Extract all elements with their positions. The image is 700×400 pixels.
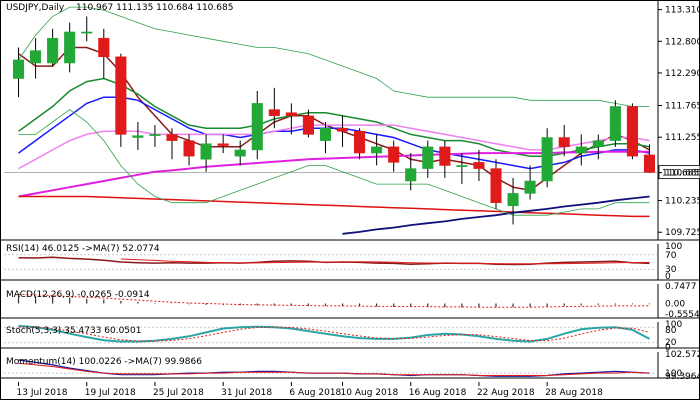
- macd-signal-line: [18, 293, 650, 308]
- candle-bear: [354, 131, 366, 154]
- macd-tick-label: 0.00: [665, 300, 685, 310]
- date-tick-label: 19 Jul 2018: [85, 388, 136, 398]
- date-tick-label: 6 Aug 2018: [289, 388, 341, 398]
- date-tick-label: 31 Jul 2018: [221, 388, 272, 398]
- price-tick-label: 111.765: [665, 102, 700, 112]
- candle-bull: [507, 193, 519, 207]
- candle-bull: [47, 37, 59, 64]
- candle-bull: [524, 180, 536, 194]
- candle-bull: [541, 137, 553, 182]
- price-tick-label: 110.235: [665, 197, 700, 207]
- stoch-d-line: [18, 326, 650, 342]
- price-tick-label: 112.290: [665, 69, 700, 79]
- macd-tick-label: 0.7477: [665, 282, 697, 292]
- candle-bull: [132, 135, 144, 138]
- candle-bear: [643, 154, 656, 173]
- candle-bull: [64, 31, 76, 64]
- series-bb-upper: [18, 6, 650, 107]
- momentum-panel[interactable]: [0, 352, 700, 379]
- macd-panel[interactable]: [0, 284, 700, 319]
- candle-bull: [319, 127, 332, 141]
- rsi-tick-label: 100: [665, 242, 682, 252]
- stoch-tick-label: 100: [665, 320, 682, 330]
- candle-bull: [371, 146, 383, 154]
- series-ma-red: [18, 195, 650, 218]
- stoch-tick-label: 80: [665, 326, 677, 336]
- candle-bull: [405, 168, 417, 182]
- candle-bear: [302, 115, 314, 135]
- candle-bear: [115, 56, 127, 135]
- momentum-ma-line: [18, 362, 650, 376]
- stoch-tick-label: 20: [665, 338, 677, 348]
- candle-bear: [166, 134, 178, 141]
- candle-bull: [234, 149, 246, 157]
- candle-bull: [575, 146, 587, 154]
- rsi-tick-label: 70: [665, 251, 677, 261]
- candle-bull: [609, 106, 621, 141]
- series-bb-lower: [18, 109, 650, 216]
- candle-bull: [30, 50, 42, 64]
- stoch-label: Stoch(5,3,3) 35.4733 60.0501: [6, 326, 141, 336]
- axes-layer: 113.310 112.800 112.290 111.765 111.255 110.6…: [17, 6, 700, 398]
- series-ma-navy: [342, 195, 650, 235]
- symbol-label: USDJPY,Daily: [6, 3, 65, 13]
- momentum-tick-label: 99.3964: [665, 372, 700, 382]
- date-tick-label: 22 Aug 2018: [477, 388, 535, 398]
- candle-bear: [473, 162, 485, 169]
- candle-bear: [626, 106, 638, 157]
- candle-bear: [183, 140, 195, 157]
- date-tick-label: 13 Jul 2018: [17, 388, 68, 398]
- candle-bull: [12, 59, 25, 79]
- macd-label: MACD(12,26,9) -0.0265 -0.0914: [6, 290, 150, 300]
- candle-bear: [268, 109, 280, 117]
- ohlc-readout: 110.967 111.135 110.684 110.685: [76, 3, 233, 13]
- candle-bear: [98, 37, 110, 58]
- rsi-panel[interactable]: [0, 244, 700, 281]
- price-tick-label: 109.725: [665, 228, 700, 238]
- candle-bull: [592, 140, 604, 148]
- main-price-panel[interactable]: 110.685: [0, 0, 700, 241]
- candle-bear: [336, 127, 349, 132]
- rsi-tick-label: 30: [665, 265, 677, 275]
- macd-tick-label: -0.5554: [665, 310, 700, 320]
- candle-bear: [490, 168, 502, 203]
- momentum-tick-label: 102.5727: [665, 350, 700, 360]
- current-price-label: 110.685: [662, 169, 699, 179]
- candle-bear: [388, 146, 400, 163]
- candle-bull: [149, 134, 161, 136]
- date-tick-label: 28 Aug 2018: [545, 388, 603, 398]
- date-tick-label: 16 Aug 2018: [409, 388, 467, 398]
- price-tick-label: 113.310: [665, 6, 700, 16]
- candle-bull: [200, 143, 212, 160]
- candle-bull: [251, 103, 263, 151]
- momentum-tick-label: 100: [665, 369, 682, 379]
- date-tick-label: 25 Jul 2018: [153, 388, 204, 398]
- rsi-tick-label: 0: [665, 272, 671, 282]
- rsi-label: RSI(14) 46.0125 ->MA(7) 52.0774: [6, 244, 160, 254]
- rsi-ma-line: [120, 258, 650, 265]
- candle-bear: [285, 112, 297, 117]
- candle-bull: [81, 31, 93, 34]
- candle-bear: [439, 146, 451, 166]
- stoch-panel[interactable]: [0, 322, 700, 349]
- candle-bull: [456, 165, 468, 167]
- momentum-label: Momentum(14) 100.0226 ->MA(7) 99.9866: [6, 357, 202, 367]
- candle-bear: [558, 137, 570, 148]
- candle-bull: [422, 146, 434, 169]
- price-tick-label: 112.800: [665, 37, 700, 47]
- stoch-tick-label: 0: [665, 343, 671, 353]
- stoch-k-line: [18, 324, 650, 343]
- date-tick-label: 10 Aug 2018: [341, 388, 399, 398]
- price-tick-label: 110.685: [665, 169, 700, 179]
- candle-bear: [217, 143, 229, 146]
- price-tick-label: 111.255: [665, 133, 700, 143]
